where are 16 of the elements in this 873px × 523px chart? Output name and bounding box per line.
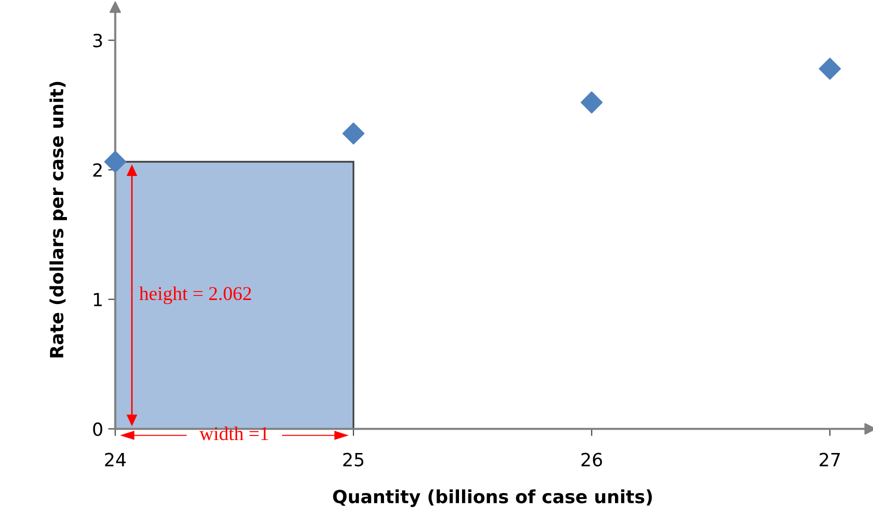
x-axis-title: Quantity (billions of case units): [333, 489, 652, 508]
annotation: height = 2.062: [139, 286, 252, 304]
x-tick-label: 25: [343, 452, 364, 466]
y-axis-title: Rate (dollars per case unit): [49, 82, 67, 358]
annotation: width =1: [199, 426, 268, 440]
point: [580, 91, 603, 114]
x-tick-label: 26: [582, 452, 602, 466]
y-tick-label: 0: [93, 422, 102, 436]
point: [342, 122, 364, 145]
y-tick-label: 2: [93, 163, 102, 177]
x-tick-label: 24: [105, 452, 126, 466]
y-tick-label: 3: [93, 34, 102, 48]
y-tick-label: 1: [94, 293, 102, 306]
point: [104, 150, 126, 173]
point: [818, 58, 841, 80]
x-tick-label: 27: [820, 452, 840, 466]
